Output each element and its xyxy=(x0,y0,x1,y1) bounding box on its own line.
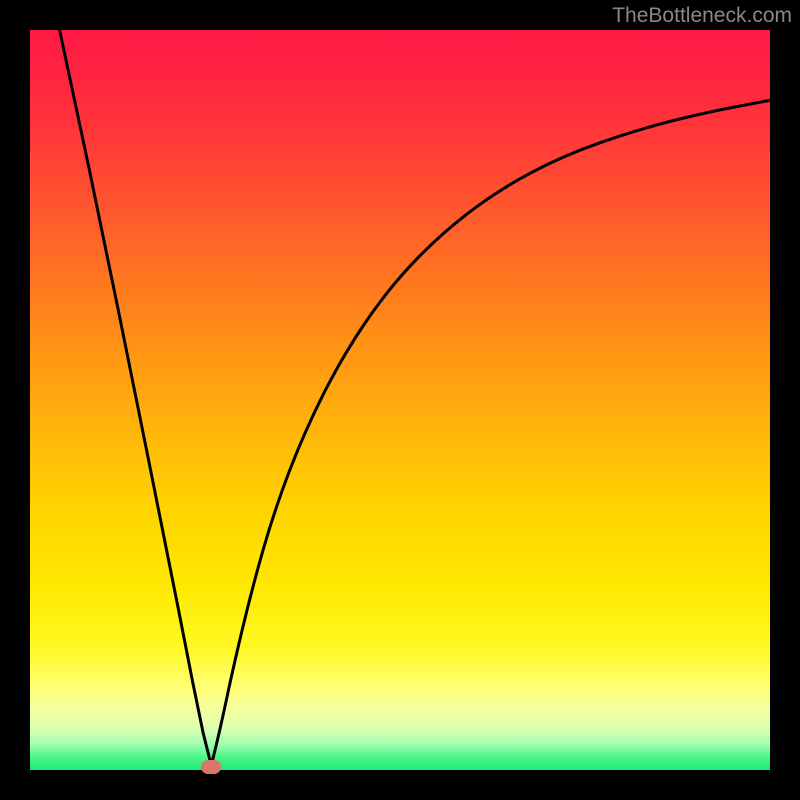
bottleneck-chart: TheBottleneck.com xyxy=(0,0,800,800)
watermark-text: TheBottleneck.com xyxy=(612,4,792,28)
minimum-marker xyxy=(201,760,221,774)
plot-area xyxy=(30,30,770,770)
